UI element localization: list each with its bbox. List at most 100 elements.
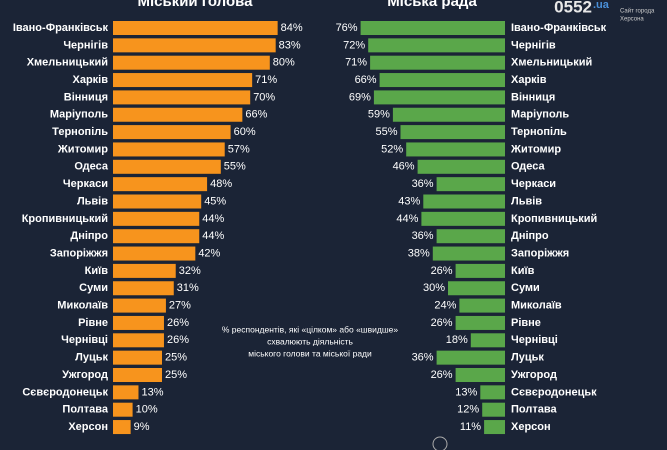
value-label: 84%: [281, 22, 303, 34]
bar: [113, 211, 200, 226]
category-label: Хмельницький: [27, 57, 108, 69]
value-label: 32%: [179, 265, 201, 277]
category-label: Чернівці: [511, 334, 558, 346]
bar: [113, 90, 251, 105]
value-label: 76%: [336, 22, 358, 34]
note: % респондентів, які «цілком» або «швидше…: [222, 324, 399, 334]
category-label: Маріуполь: [511, 109, 569, 121]
bar: [113, 281, 174, 296]
category-label: Хмельницький: [511, 57, 592, 69]
value-label: 48%: [210, 178, 232, 190]
bar: [482, 402, 505, 417]
bar: [448, 281, 505, 296]
bar: [373, 90, 505, 105]
category-label: Кропивницький: [511, 213, 597, 225]
category-label: Черкаси: [511, 178, 556, 190]
value-label: 13%: [141, 386, 163, 398]
category-label: Вінниця: [511, 91, 555, 103]
category-label: Одеса: [511, 161, 545, 173]
bar: [484, 420, 505, 435]
category-label: Суми: [511, 282, 540, 294]
bar: [436, 177, 505, 192]
value-label: 31%: [177, 282, 199, 294]
category-label: Київ: [85, 265, 109, 277]
value-label: 26%: [431, 317, 453, 329]
value-label: 59%: [368, 109, 390, 121]
bar: [113, 177, 208, 192]
bar: [368, 38, 505, 53]
category-label: Запоріжжя: [50, 247, 108, 259]
value-label: 18%: [446, 334, 468, 346]
category-label: Ужгород: [511, 369, 557, 381]
bar: [113, 159, 221, 174]
value-label: 26%: [167, 317, 189, 329]
category-label: Чернігів: [511, 39, 556, 51]
value-label: 55%: [375, 126, 397, 138]
value-label: 57%: [228, 143, 250, 155]
bar: [360, 21, 505, 35]
bar: [113, 246, 196, 261]
value-label: 25%: [165, 369, 187, 381]
value-label: 10%: [136, 404, 158, 416]
value-label: 24%: [434, 300, 456, 312]
category-label: Миколаїв: [511, 300, 562, 312]
bar: [113, 385, 139, 400]
category-label: Харків: [73, 74, 109, 86]
value-label: 83%: [279, 39, 301, 51]
value-label: 36%: [412, 178, 434, 190]
bar: [417, 159, 505, 174]
category-label: Тернопіль: [52, 126, 108, 138]
note: міського голови та міської ради: [248, 348, 372, 358]
category-label: Луцьк: [75, 352, 108, 364]
bar: [113, 73, 253, 88]
bar: [113, 229, 200, 244]
bar: [432, 246, 505, 261]
value-label: 9%: [134, 421, 150, 433]
category-label: Вінниця: [64, 91, 108, 103]
bar: [455, 315, 505, 330]
category-label: Івано-Франківськ: [13, 22, 109, 34]
category-label: Суми: [79, 282, 108, 294]
bar: [113, 38, 276, 53]
bar: [421, 211, 505, 226]
logo-tagline: Херсона: [620, 17, 644, 23]
bar: [113, 142, 225, 157]
value-label: 11%: [460, 421, 481, 433]
category-label: Чернівці: [61, 334, 108, 346]
category-label: Черкаси: [63, 178, 108, 190]
bar: [392, 107, 505, 122]
value-label: 44%: [202, 213, 224, 225]
category-label: Одеса: [74, 161, 108, 173]
category-label: Кропивницький: [22, 213, 108, 225]
bar: [113, 420, 131, 435]
category-label: Полтава: [511, 404, 557, 416]
category-label: Дніпро: [511, 230, 549, 242]
value-label: 26%: [431, 265, 453, 277]
value-label: 71%: [255, 74, 277, 86]
value-label: 36%: [412, 352, 434, 364]
value-label: 70%: [253, 91, 275, 103]
category-label: Харків: [511, 74, 547, 86]
value-label: 38%: [408, 247, 430, 259]
bar: [436, 229, 505, 244]
category-label: Сєвєродонецьк: [22, 386, 108, 398]
category-label: Рівне: [511, 317, 541, 329]
category-label: Чернігів: [63, 39, 108, 51]
value-label: 55%: [224, 161, 246, 173]
value-label: 25%: [165, 352, 187, 364]
value-label: 46%: [393, 161, 415, 173]
value-label: 45%: [204, 195, 226, 207]
logo: 0552: [554, 0, 592, 16]
value-label: 36%: [412, 230, 434, 242]
category-label: Миколаїв: [57, 300, 108, 312]
category-label: Івано-Франківськ: [511, 22, 607, 34]
category-label: Сєвєродонецьк: [511, 386, 597, 398]
category-label: Київ: [511, 265, 535, 277]
category-label: Херсон: [511, 421, 551, 433]
bar: [436, 350, 505, 365]
bar: [113, 263, 176, 278]
category-label: Запоріжжя: [511, 247, 569, 259]
bar: [400, 125, 505, 140]
value-label: 27%: [169, 300, 191, 312]
